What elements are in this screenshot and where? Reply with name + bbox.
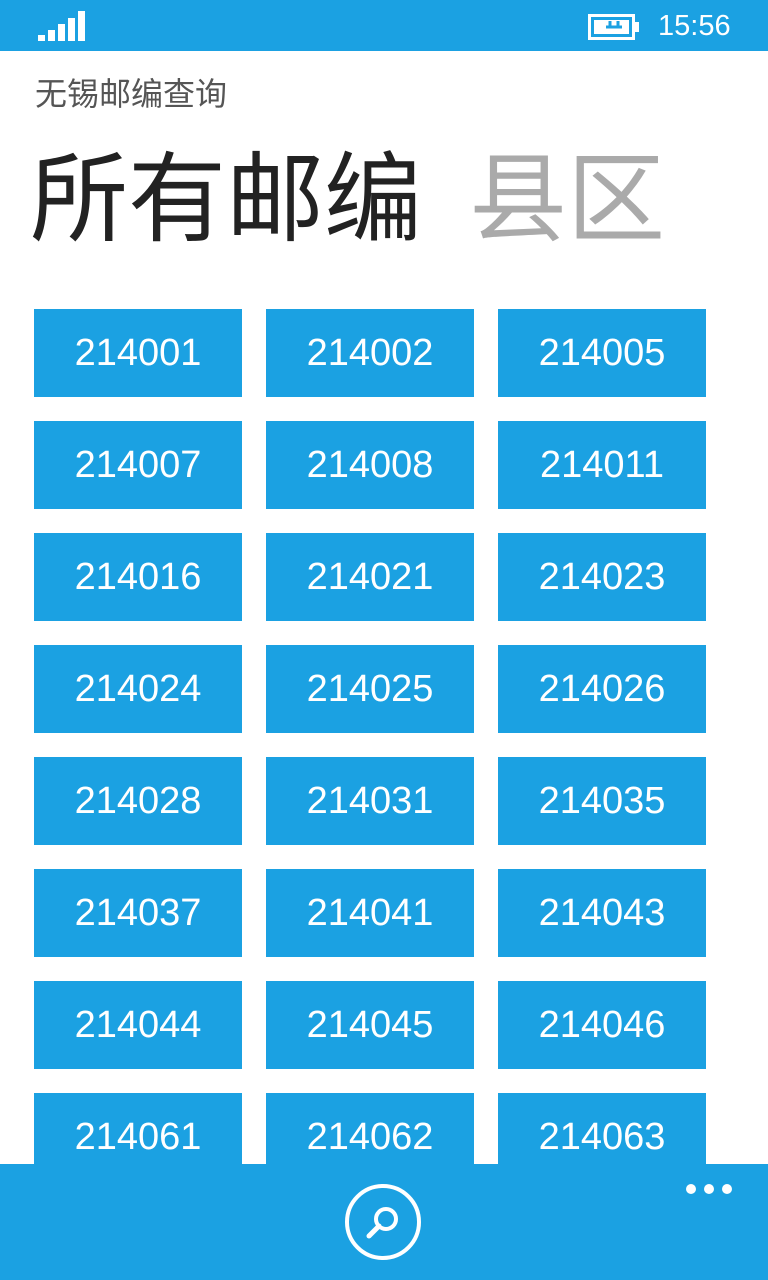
status-bar: 15:56	[0, 0, 768, 51]
postcode-tile[interactable]: 214026	[498, 645, 706, 733]
postcode-grid: 214001 214002 214005 214007 214008 21401…	[34, 309, 706, 1164]
postcode-tile[interactable]: 214021	[266, 533, 474, 621]
app-title: 无锡邮编查询	[35, 75, 228, 113]
postcode-tile[interactable]: 214035	[498, 757, 706, 845]
postcode-tile[interactable]: 214025	[266, 645, 474, 733]
postcode-tile[interactable]: 214008	[266, 421, 474, 509]
postcode-tile[interactable]: 214024	[34, 645, 242, 733]
postcode-tile[interactable]: 214023	[498, 533, 706, 621]
postcode-tile[interactable]: 214061	[34, 1093, 242, 1164]
postcode-tile[interactable]: 214045	[266, 981, 474, 1069]
postcode-tile[interactable]: 214002	[266, 309, 474, 397]
ellipsis-icon[interactable]	[686, 1182, 732, 1196]
postcode-tile[interactable]: 214031	[266, 757, 474, 845]
postcode-tile[interactable]: 214041	[266, 869, 474, 957]
postcode-tile[interactable]: 214005	[498, 309, 706, 397]
search-icon	[366, 1207, 398, 1239]
status-clock: 15:56	[658, 10, 731, 42]
battery-charging-icon	[588, 14, 639, 40]
postcode-tile[interactable]: 214062	[266, 1093, 474, 1164]
postcode-tile[interactable]: 214046	[498, 981, 706, 1069]
postcode-tile[interactable]: 214044	[34, 981, 242, 1069]
search-button[interactable]	[345, 1184, 421, 1260]
pivot-tab-districts[interactable]: 县区	[469, 143, 666, 257]
postcode-tile[interactable]: 214028	[34, 757, 242, 845]
signal-strength-icon	[38, 11, 86, 41]
pivot-tab-all-postcodes[interactable]: 所有邮编	[30, 143, 423, 257]
postcode-tile[interactable]: 214037	[34, 869, 242, 957]
postcode-tile[interactable]: 214043	[498, 869, 706, 957]
postcode-tile[interactable]: 214016	[34, 533, 242, 621]
pivot-header: 所有邮编 县区	[30, 140, 707, 260]
postcode-tile[interactable]: 214001	[34, 309, 242, 397]
postcode-tile[interactable]: 214007	[34, 421, 242, 509]
postcode-tile[interactable]: 214011	[498, 421, 706, 509]
postcode-tile[interactable]: 214063	[498, 1093, 706, 1164]
app-bar	[0, 1164, 768, 1280]
